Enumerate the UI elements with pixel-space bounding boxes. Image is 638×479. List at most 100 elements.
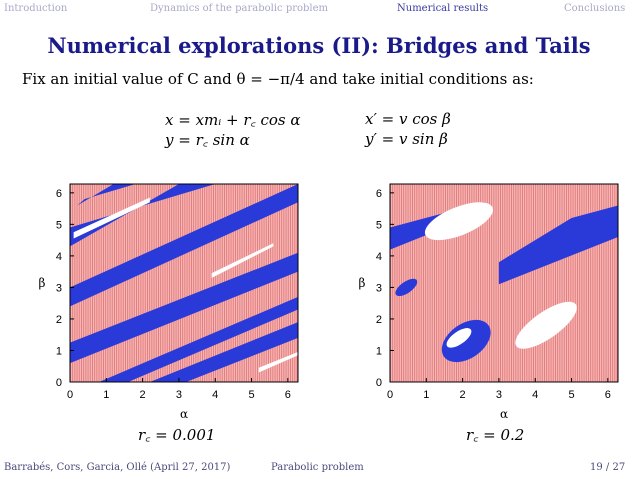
heatmap-stripe	[127, 184, 129, 382]
heatmap-stripe	[594, 184, 596, 382]
heatmap-stripe	[605, 184, 607, 382]
heatmap-stripe	[508, 184, 510, 382]
heatmap-stripe	[398, 184, 400, 382]
heatmap-stripe	[287, 184, 289, 382]
heatmap-stripe	[440, 184, 442, 382]
heatmap-stripe	[504, 184, 506, 382]
x-tick-label: 3	[176, 389, 182, 401]
plot-left: 0 1 2 3 4 5 6 0 1 2 3 4 5 6 α β	[30, 172, 315, 422]
heatmap-stripe	[557, 184, 559, 382]
heatmap-stripe	[292, 184, 294, 382]
heatmap-stripe	[579, 184, 581, 382]
heatmap-stripe	[270, 184, 272, 382]
heatmap-stripe	[427, 184, 429, 382]
y-tick-label: 6	[376, 188, 382, 200]
y-tick-label: 0	[376, 377, 382, 389]
heatmap-stripe	[537, 184, 539, 382]
heatmap-stripe	[515, 184, 517, 382]
heatmap-stripe	[436, 184, 438, 382]
x-tick-label: 6	[605, 389, 611, 401]
nav-item-numerical-results[interactable]: Numerical results	[397, 3, 489, 14]
heatmap-stripe	[290, 184, 291, 382]
heatmap-stripe	[548, 184, 550, 382]
y-tick-label: 6	[56, 188, 62, 200]
heatmap-stripe	[294, 184, 296, 382]
heatmap-stripe	[431, 184, 433, 382]
heatmap-stripe	[447, 184, 449, 382]
x-axis-label: α	[180, 407, 188, 421]
heatmap-stripe	[464, 184, 466, 382]
heatmap-stripe	[74, 184, 76, 382]
heatmap-stripe	[552, 184, 554, 382]
x-tick-label: 5	[248, 389, 254, 401]
heatmap-stripe	[524, 184, 526, 382]
heatmap-region	[70, 184, 298, 307]
heatmap-region	[424, 202, 494, 241]
heatmap-stripe	[489, 184, 490, 382]
heatmap-stripe	[78, 184, 80, 382]
heatmap-field	[70, 184, 298, 382]
heatmap-stripe	[140, 184, 142, 382]
heatmap-stripe	[603, 184, 605, 382]
heatmap-stripe	[197, 184, 199, 382]
y-tick-label: 2	[56, 314, 62, 326]
heatmap-region	[149, 322, 298, 382]
heatmap-stripe	[420, 184, 422, 382]
heatmap-stripe	[563, 184, 565, 382]
equation-row1-right: x′ = v cos β	[365, 110, 451, 128]
heatmap-stripe	[180, 184, 181, 382]
heatmap-stripe	[204, 184, 206, 382]
heatmap-stripe	[144, 184, 146, 382]
heatmap-stripe	[279, 184, 280, 382]
heatmap-stripe	[460, 184, 462, 382]
heatmap-stripe	[541, 184, 543, 382]
heatmap-stripe	[182, 184, 184, 382]
heatmap-stripe	[160, 184, 162, 382]
heatmap-stripe	[550, 184, 552, 382]
heatmap-stripe	[590, 184, 592, 382]
heatmap-stripe	[486, 184, 488, 382]
heatmap-stripe	[122, 184, 124, 382]
heatmap-stripe	[401, 184, 402, 382]
y-tick-label: 4	[376, 251, 382, 263]
heatmap-stripe	[445, 184, 446, 382]
y-tick-label: 2	[376, 314, 382, 326]
heatmap-stripe	[149, 184, 151, 382]
heatmap-stripe	[272, 184, 274, 382]
heatmap-stripe	[588, 184, 589, 382]
footer-title: Parabolic problem	[271, 462, 364, 473]
heatmap-stripe	[173, 184, 175, 382]
heatmap-stripe	[458, 184, 460, 382]
y-tick-label: 3	[56, 282, 62, 294]
heatmap-stripe	[72, 184, 74, 382]
heatmap-stripe	[394, 184, 396, 382]
heatmap-stripe	[559, 184, 561, 382]
heatmap-field	[390, 184, 618, 382]
heatmap-stripe	[522, 184, 523, 382]
nav-item-dynamics[interactable]: Dynamics of the parabolic problem	[150, 3, 329, 14]
heatmap-stripe	[599, 184, 600, 382]
heatmap-stripe	[195, 184, 197, 382]
x-tick-label: 1	[423, 389, 429, 401]
nav-item-introduction[interactable]: Introduction	[4, 3, 68, 14]
heatmap-stripe	[528, 184, 530, 382]
heatmap-stripe	[191, 184, 192, 382]
y-axis-label: β	[39, 276, 46, 290]
heatmap-stripe	[285, 184, 287, 382]
heatmap-stripe	[425, 184, 427, 382]
heatmap-stripes	[390, 184, 618, 382]
intro-text: Fix an initial value of C and θ = −π/4 a…	[22, 70, 534, 88]
y-axis-label: β	[359, 276, 366, 290]
heatmap-stripe	[612, 184, 614, 382]
navigation-bar: Introduction Dynamics of the parabolic p…	[0, 0, 638, 18]
footer-authors: Barrabés, Cors, Garcia, Ollé (April 27, …	[4, 462, 231, 473]
heatmap-stripe	[153, 184, 155, 382]
footer-page: 19 / 27	[590, 462, 626, 473]
heatmap-stripe	[469, 184, 471, 382]
heatmap-stripe	[202, 184, 203, 382]
heatmap-stripe	[215, 184, 217, 382]
heatmap-stripe	[526, 184, 528, 382]
nav-item-conclusions[interactable]: Conclusions	[564, 3, 626, 14]
heatmap-stripe	[429, 184, 431, 382]
heatmap-region	[441, 319, 491, 363]
